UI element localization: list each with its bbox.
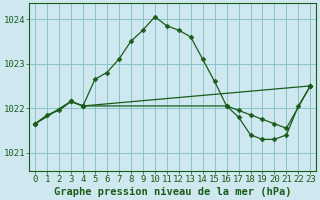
X-axis label: Graphe pression niveau de la mer (hPa): Graphe pression niveau de la mer (hPa) [54,186,292,197]
